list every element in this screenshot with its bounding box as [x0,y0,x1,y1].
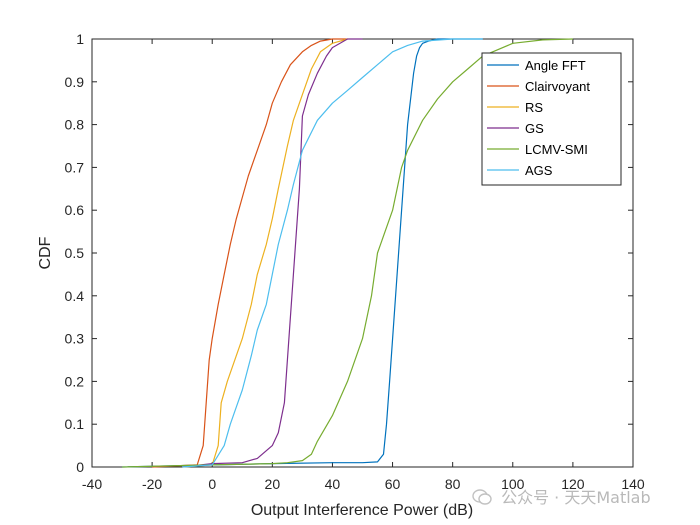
y-tick-label: 1 [76,31,84,47]
series-line-clairvoyant [152,38,348,468]
x-tick-label: 120 [561,476,585,492]
x-tick-label: -20 [142,476,162,492]
series-line-gs [182,38,363,468]
y-tick-label: 0.9 [65,74,85,90]
legend: Angle FFT Clairvoyant RS GS LCMV-SMI AGS [481,52,622,186]
y-tick-label: 0 [76,459,84,475]
legend-label: AGS [525,163,553,178]
y-tick-label: 0.1 [65,416,85,432]
wechat-icon [472,489,492,505]
y-tick-label: 0.6 [65,202,85,218]
x-tick-label: 0 [208,476,216,492]
x-tick-label: 60 [385,476,401,492]
x-tick-label: 80 [445,476,461,492]
y-axis-label: CDF [37,236,54,269]
y-tick-label: 0.7 [65,159,85,175]
x-tick-label: 40 [325,476,341,492]
watermark: 公众号 · 天天Matlab [472,484,651,508]
legend-box [481,52,622,186]
series-line-ags [182,38,483,468]
x-tick-label: 20 [265,476,281,492]
legend-label: LCMV-SMI [525,142,588,157]
y-tick-label: 0.8 [65,117,85,133]
legend-label: GS [525,121,544,136]
x-tick-label: 100 [501,476,525,492]
legend-label: Clairvoyant [525,79,590,94]
axis-ticks [91,38,634,468]
legend-label: Angle FFT [525,58,586,73]
y-tick-label: 0.2 [65,373,85,389]
x-tick-label: -40 [82,476,102,492]
y-tick-label: 0.3 [65,331,85,347]
series-lines [122,38,573,468]
x-tick-label: 140 [621,476,645,492]
x-axis-label: Output Interference Power (dB) [251,502,473,519]
axis-tick-labels: -40 -20 0 20 40 60 80 100 120 140 0 0.1 0.2 0.3 0.4 0.5… [65,31,645,492]
series-line-rs [182,38,348,468]
y-tick-label: 0.5 [65,245,85,261]
y-tick-label: 0.4 [65,288,85,304]
legend-label: RS [525,100,543,115]
watermark-text: 公众号 · 天天Matlab [501,488,651,507]
